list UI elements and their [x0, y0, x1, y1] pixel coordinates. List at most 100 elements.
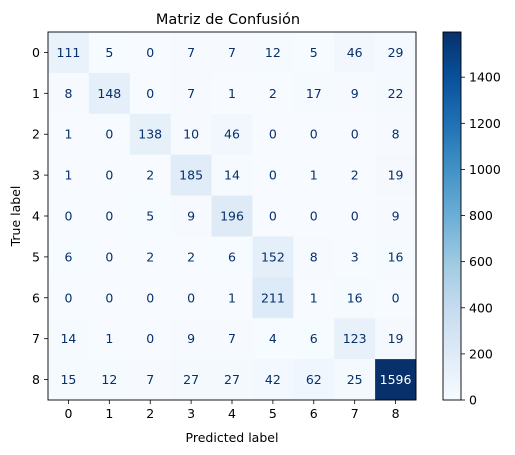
- cell-value-label: 25: [347, 372, 363, 387]
- cell-value-label: 42: [265, 372, 281, 387]
- heatmap-cell: [170, 72, 212, 115]
- heatmap-cell: [211, 72, 253, 115]
- cell-value-label: 17: [306, 86, 322, 101]
- y-tick-label: 3: [32, 168, 40, 183]
- colorbar-tick-label: 200: [469, 346, 493, 361]
- heatmap-cells: [48, 32, 417, 401]
- heatmap-cell: [170, 113, 212, 155]
- cell-value-label: 1: [228, 86, 236, 101]
- cell-value-label: 14: [224, 168, 240, 183]
- cell-value-label: 0: [105, 290, 113, 305]
- cell-value-label: 5: [310, 45, 318, 60]
- cell-value-label: 12: [101, 372, 117, 387]
- heatmap-cell: [48, 359, 90, 401]
- cell-value-label: 196: [220, 209, 244, 224]
- cell-value-label: 185: [179, 168, 203, 183]
- heatmap-cell: [170, 359, 212, 401]
- cell-value-label: 9: [187, 209, 195, 224]
- heatmap-cell: [334, 277, 376, 319]
- heatmap-cell: [375, 318, 417, 360]
- cell-value-label: 0: [105, 127, 113, 142]
- cell-value-label: 211: [261, 290, 285, 305]
- x-tick-label: 1: [105, 406, 113, 421]
- cell-value-label: 1596: [380, 372, 412, 387]
- y-tick-label: 0: [32, 45, 40, 60]
- y-tick-label: 6: [32, 290, 40, 305]
- cell-value-label: 19: [388, 168, 404, 183]
- heatmap-cell: [88, 277, 131, 319]
- heatmap-cell: [88, 154, 131, 196]
- heatmap-cell: [375, 154, 417, 196]
- cell-value-label: 0: [146, 290, 154, 305]
- cell-value-label: 7: [146, 372, 154, 387]
- cell-value-label: 1: [64, 168, 72, 183]
- cell-value-label: 5: [105, 45, 113, 60]
- y-tick-label: 7: [32, 331, 40, 346]
- heatmap-cell: [293, 32, 335, 74]
- cell-value-label: 0: [146, 86, 154, 101]
- heatmap-cell: [88, 236, 131, 278]
- x-tick-label: 2: [146, 406, 154, 421]
- cell-value-label: 15: [60, 372, 76, 387]
- y-tick-label: 8: [32, 372, 40, 387]
- cell-value-label: 0: [310, 209, 318, 224]
- cell-value-label: 1: [310, 168, 318, 183]
- colorbar-ticks: 0 200 400 600 800 1000 1200 1400: [461, 70, 501, 408]
- x-tick-label: 0: [64, 406, 72, 421]
- y-axis-label: True label: [8, 186, 23, 248]
- cell-value-label: 0: [310, 127, 318, 142]
- heatmap-cell: [88, 113, 131, 155]
- heatmap-cell: [293, 318, 335, 360]
- colorbar-tick-label: 0: [469, 393, 477, 408]
- heatmap-cell: [48, 113, 90, 155]
- cell-value-label: 29: [388, 45, 404, 60]
- x-tick-label: 7: [351, 406, 359, 421]
- cell-value-label: 8: [392, 127, 400, 142]
- cell-value-label: 14: [60, 331, 76, 346]
- cell-value-label: 2: [146, 168, 154, 183]
- heatmap-cell: [88, 318, 131, 360]
- heatmap-cell: [211, 32, 253, 74]
- heatmap-cell: [129, 32, 171, 74]
- x-tick-label: 6: [310, 406, 318, 421]
- cell-value-label: 9: [351, 86, 359, 101]
- y-tick-label: 2: [32, 127, 40, 142]
- heatmap-cell: [170, 318, 212, 360]
- heatmap-cell: [211, 236, 253, 278]
- heatmap-cell: [252, 72, 294, 115]
- heatmap-cell: [211, 277, 253, 319]
- cell-value-label: 1: [105, 331, 113, 346]
- heatmap-cell: [375, 359, 417, 401]
- heatmap-cell: [334, 318, 376, 360]
- heatmap-cell: [293, 113, 335, 155]
- heatmap-cell: [252, 154, 294, 196]
- heatmap-cell: [129, 195, 171, 237]
- cell-value-label: 0: [105, 168, 113, 183]
- cell-value-label: 1: [228, 290, 236, 305]
- cell-value-label: 12: [265, 45, 281, 60]
- cell-value-label: 0: [269, 209, 277, 224]
- cell-value-label: 9: [187, 331, 195, 346]
- heatmap-cell: [48, 236, 90, 278]
- heatmap-cell: [293, 277, 335, 319]
- heatmap-cell: [170, 32, 212, 74]
- heatmap-cell: [334, 359, 376, 401]
- cell-value-label: 2: [187, 249, 195, 264]
- cell-value-label: 1: [64, 127, 72, 142]
- heatmap-cell: [211, 154, 253, 196]
- x-tick-label: 5: [269, 406, 277, 421]
- heatmap-cell: [88, 359, 131, 401]
- x-axis-ticks: 0 1 2 3 4 5 6 7 8: [64, 400, 400, 421]
- heatmap-cell: [129, 359, 171, 401]
- heatmap-cell: [211, 113, 253, 155]
- x-tick-label: 3: [187, 406, 195, 421]
- cell-value-label: 16: [388, 249, 404, 264]
- cell-value-label: 0: [351, 127, 359, 142]
- heatmap-cell: [88, 72, 131, 115]
- cell-value-label: 8: [64, 86, 72, 101]
- heatmap-cell: [170, 154, 212, 196]
- colorbar-tick-label: 400: [469, 300, 493, 315]
- colorbar: [442, 31, 462, 401]
- heatmap-cell: [334, 72, 376, 115]
- heatmap-cell: [334, 32, 376, 74]
